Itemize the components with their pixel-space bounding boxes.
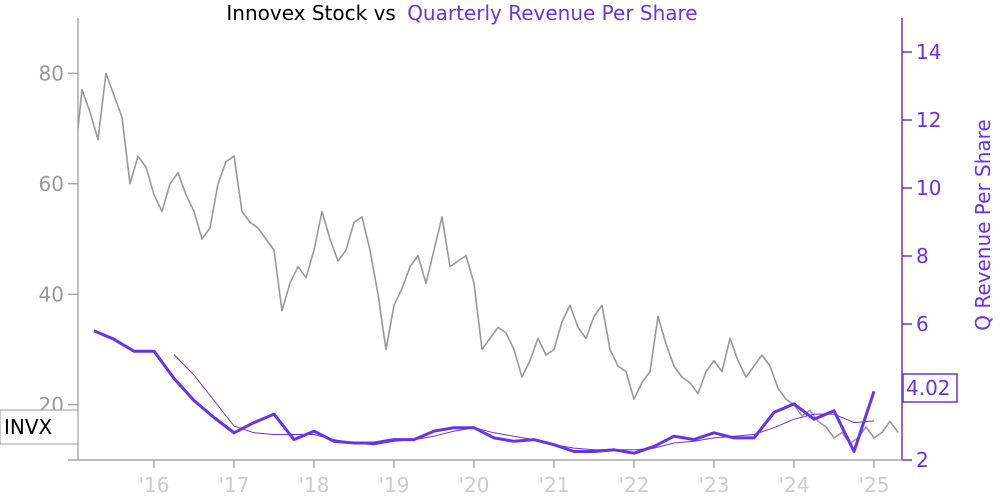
left-axis-tick-label: 40 [39,282,64,306]
x-axis-tick-label: '16 [139,473,170,497]
last-value-label: 4.02 [902,373,958,403]
x-axis-tick-label: '23 [699,473,730,497]
x-axis-tick-label: '20 [459,473,490,497]
series-layer [77,72,899,455]
left-axis-tick-label: 80 [39,61,64,85]
right-axis-tick-label: 14 [916,40,941,64]
x-axis-tick-label: '21 [539,473,570,497]
right-axis-tick-label: 6 [916,312,929,336]
x-axis-tick-label: '18 [299,473,330,497]
right-axis-tick-label: 12 [916,108,941,132]
chart-title: Innovex Stock vs Quarterly Revenue Per S… [226,1,697,25]
x-axis-tick-label: '22 [619,473,650,497]
right-axis-tick-label: 8 [916,244,929,268]
last-value-label-text: 4.02 [906,376,951,400]
ticker-label-text: INVX [4,415,53,439]
right-y-axis-title: Q Revenue Per Share [971,119,995,331]
right-axis-tick-label: 10 [916,176,941,200]
x-axis-tick-label: '24 [779,473,810,497]
revenue-per-share-line [93,329,876,455]
stock-price-line [77,72,899,445]
revenue-trend-line [173,354,875,451]
x-axis-tick-label: '25 [859,473,890,497]
left-axis-tick-label: 60 [39,172,64,196]
right-y-axis: 2468101214 [901,18,941,472]
chart-title-prefix: Innovex Stock vs [226,1,395,25]
chart-title-highlight: Quarterly Revenue Per Share [407,1,697,25]
x-axis-tick-label: '17 [219,473,250,497]
ticker-label: INVX [0,409,79,445]
x-axis-tick-label: '19 [379,473,410,497]
right-axis-tick-label: 2 [916,448,929,472]
x-axis: '16 '17 '18 '19 '20 '21 '22 '23 '24 '25 [68,459,902,497]
